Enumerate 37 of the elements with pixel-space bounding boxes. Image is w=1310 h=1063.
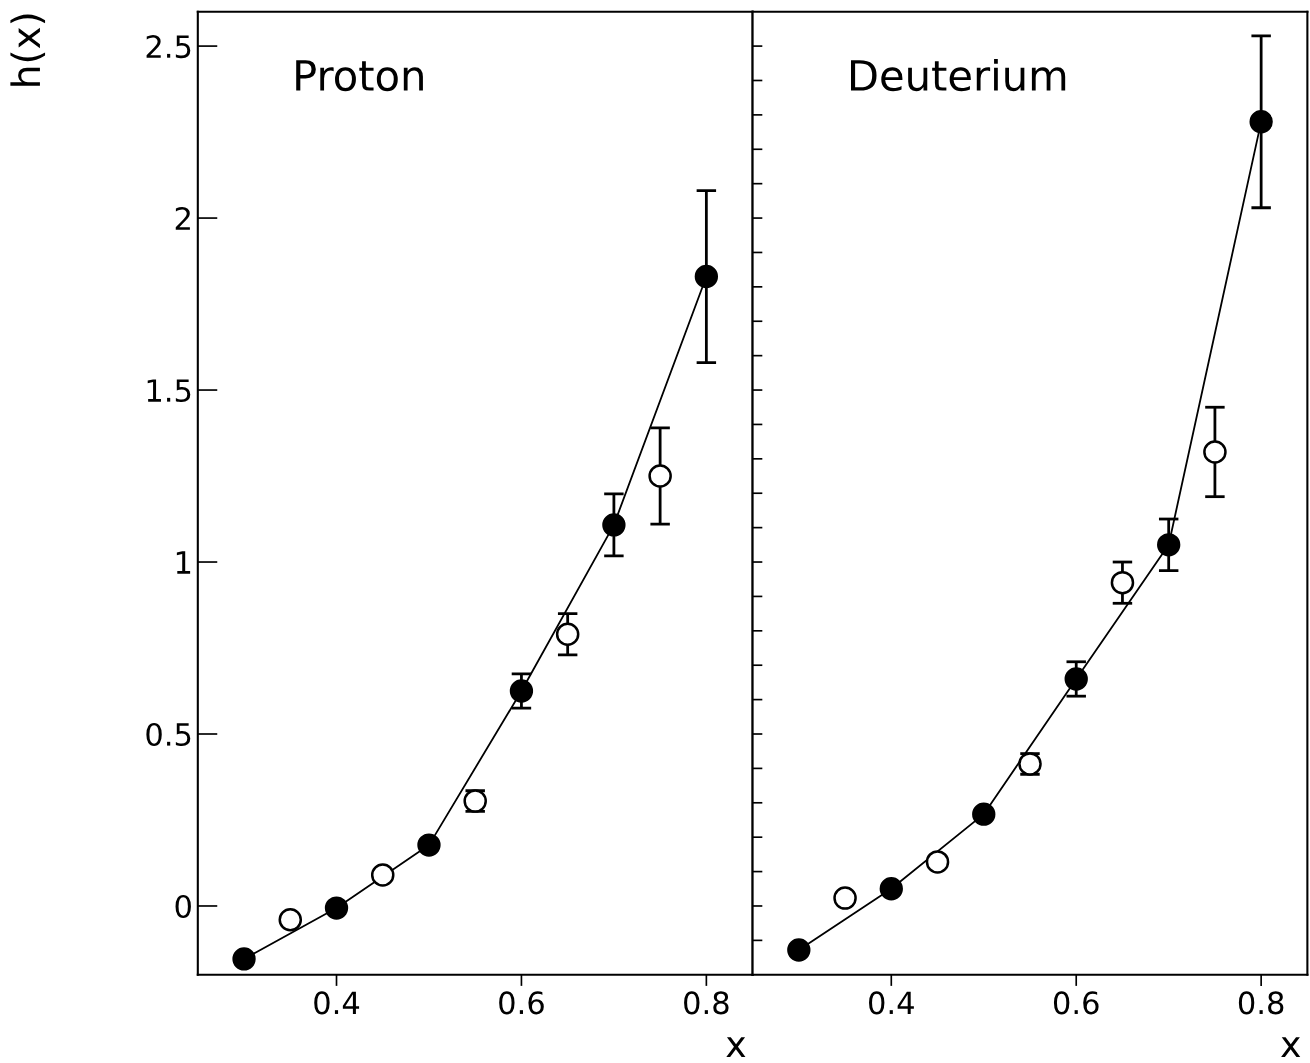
x-tick-label: 0.4	[314, 991, 360, 1015]
y-tick-label: 0	[175, 894, 191, 919]
x-tick-label: 0.8	[684, 991, 729, 1015]
point	[1110, 570, 1135, 595]
point	[925, 850, 950, 874]
x-axis-title: x	[726, 1037, 746, 1057]
y-tick-label: 1.5	[147, 379, 191, 403]
y-axis-title: h(x)	[10, 14, 46, 86]
point	[1064, 667, 1088, 691]
point	[1203, 440, 1227, 464]
point	[417, 833, 441, 857]
y-tick-label: 1	[176, 551, 191, 574]
y-tick-label: 2.5	[146, 35, 191, 59]
text: Deuterium	[851, 58, 1066, 92]
point	[694, 264, 719, 289]
point	[972, 802, 996, 826]
x-tick-label: 0.6	[499, 991, 544, 1015]
point	[509, 679, 534, 703]
point	[602, 513, 626, 537]
point	[833, 886, 857, 910]
x-axis-title: x	[1281, 1037, 1301, 1057]
y-tick-label: 0.5	[146, 722, 191, 747]
point	[1157, 533, 1181, 557]
y-tick-label: 2	[175, 207, 190, 230]
x-tick-label: 0.4	[869, 991, 914, 1015]
x-tick-label: 0.6	[1053, 991, 1099, 1015]
point	[555, 622, 580, 647]
text: Proton	[296, 60, 423, 92]
point	[648, 464, 672, 488]
point	[879, 877, 903, 901]
point	[324, 896, 349, 920]
point	[1249, 110, 1273, 134]
x-tick-label: 0.8	[1238, 991, 1284, 1015]
point	[370, 863, 395, 887]
point	[232, 947, 256, 971]
point	[787, 938, 811, 962]
point	[278, 907, 303, 932]
